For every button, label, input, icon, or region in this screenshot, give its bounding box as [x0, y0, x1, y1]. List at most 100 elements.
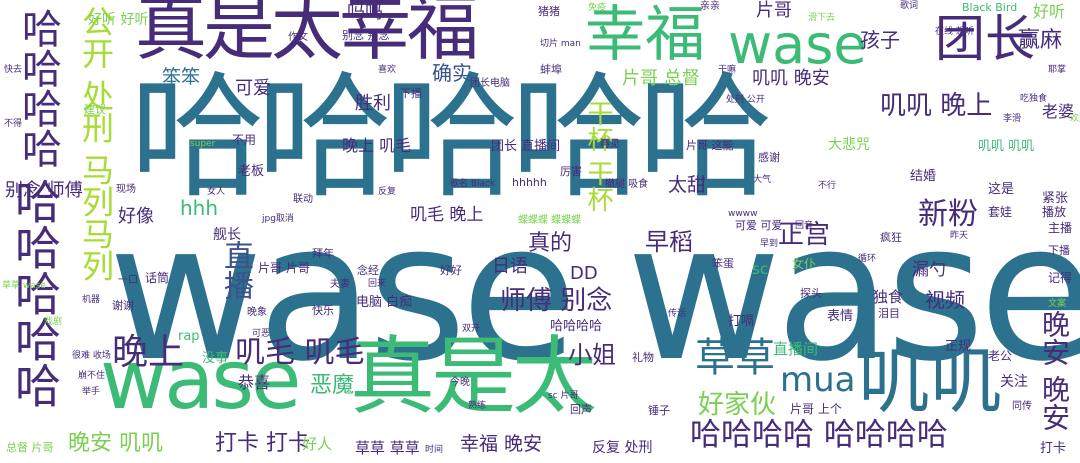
- word-zuotian: 昨天: [950, 231, 969, 241]
- word-kuaiqu: 快去: [4, 65, 23, 75]
- word-emo: 恶魔: [310, 373, 355, 398]
- word-hahaha-vertical: 哈哈哈哈哈: [8, 178, 62, 408]
- word-wanan: 晚安 晚安: [1038, 310, 1071, 431]
- word-zhenshitai: 真是太: [350, 328, 597, 427]
- word-shuangkai: 双开: [462, 324, 481, 334]
- word-daka-daka: 打卡 打卡: [215, 431, 310, 456]
- word-chidushi: 吃独食: [1020, 94, 1048, 104]
- word-haoting-haoting: 好听 好听: [88, 12, 149, 28]
- word-leimu: 泪目: [878, 307, 900, 320]
- word-gongkai-chuxing: 公开 处刑 马列马列: [77, 5, 115, 282]
- word-fengkuang: 疯狂: [880, 231, 902, 244]
- word-xiju: 戏剧: [44, 317, 63, 327]
- word-zhubo: 主播: [1048, 221, 1073, 235]
- word-jianyi: 建议: [84, 103, 106, 116]
- word-xingfu-wanan: 幸福 晚安: [460, 433, 543, 455]
- word-laoban: 老板: [238, 164, 265, 179]
- word-piange-shangge: 片哥 上个: [790, 402, 842, 416]
- word-xingfu: 幸福: [585, 0, 705, 70]
- word-zaijian: 再见: [600, 139, 620, 150]
- word-dage: 打嗝: [728, 314, 755, 329]
- word-zhuzhu: 猪猪: [538, 5, 560, 18]
- word-geci: 歌词: [900, 1, 919, 11]
- word-caocao: 草草: [695, 335, 775, 381]
- word-meishi: 没事: [202, 351, 229, 366]
- word-jpg: jpg取消: [262, 214, 294, 224]
- word-liandong: 联动: [293, 194, 313, 205]
- word-nvpu: 女仆: [792, 257, 817, 271]
- word-jiqi: 机器: [82, 295, 101, 305]
- word-jinwan: 今晚: [450, 377, 470, 388]
- word-piange-zhenen: 片哥 这能: [686, 139, 734, 152]
- word-zuowen: 作文: [288, 32, 308, 43]
- word-bude: 不得: [4, 119, 23, 129]
- word-xiabo: 下播: [400, 87, 422, 100]
- word-bainian: 拜年: [312, 247, 334, 260]
- word-chuizi: 锤子: [648, 404, 670, 417]
- word-laogong: 老公: [988, 349, 1013, 363]
- word-jianzhang: 舰长: [213, 227, 241, 243]
- word-tongchuan: 同传: [1012, 401, 1032, 412]
- word-bienian-shifu: 别念 师傅: [5, 180, 83, 201]
- word-buyong: 不用: [232, 133, 257, 147]
- word-shipin: 视频: [925, 288, 965, 312]
- word-zhenggong: 正宫: [778, 220, 831, 250]
- word-jiji-wanshang: 叽叽 晚上: [880, 91, 993, 121]
- word-biaoqing: 表情: [827, 309, 854, 324]
- word-xiabo-2: 下播: [1048, 244, 1070, 257]
- word-laopo: 老婆: [1042, 102, 1075, 121]
- word-zheshi: 这是: [988, 182, 1015, 197]
- word-zhibo: 直播: [218, 240, 253, 300]
- word-huatong: 话筒: [145, 271, 170, 285]
- word-rap: rap: [178, 329, 200, 344]
- word-haoren: 好人: [302, 435, 333, 453]
- word-bengbuzhu: 崩不住: [78, 371, 106, 381]
- word-fanfu-chuxing: 反复 处刑: [592, 440, 653, 456]
- word-bendan: 笨蛋: [712, 257, 734, 270]
- word-xinfen: 新粉: [918, 197, 978, 232]
- word-xihuan: 喜欢: [378, 65, 397, 75]
- word-wase-green: wase: [100, 333, 301, 428]
- word-diannao-baichi: 电脑 白痴: [356, 295, 413, 310]
- word-dushi: 独食: [873, 288, 904, 306]
- word-ganma: 干嘛: [718, 65, 737, 75]
- word-bofang: 播放: [1042, 205, 1067, 219]
- word-henna-shouchang: 很难 收场: [72, 351, 111, 361]
- word-jide: 记得: [1048, 271, 1073, 285]
- word-fuqi: 夫妻: [330, 279, 350, 290]
- word-tuanzhang: 团长: [935, 10, 1035, 68]
- word-ganxie: 感谢: [758, 151, 780, 164]
- word-zaodao: 早稻: [645, 228, 693, 256]
- word-tantou: 探头: [800, 287, 822, 300]
- word-caocao-wase: 草草 wase: [2, 281, 46, 291]
- word-keai: 可爱: [235, 78, 271, 99]
- word-geming-black: 歌名 Black: [450, 179, 496, 189]
- word-queshi: 确实: [432, 61, 472, 85]
- word-super: super: [190, 139, 216, 149]
- word-taowa: 套娃: [988, 205, 1013, 219]
- word-guanzhu: 关注: [1000, 374, 1028, 390]
- word-lihai: 厉害: [560, 165, 582, 178]
- word-riyu: 日语: [492, 256, 528, 277]
- word-xianchang: 现场: [116, 184, 136, 195]
- word-shengli: 胜利: [355, 93, 391, 114]
- word-dabeizhou: 大悲咒: [828, 137, 870, 153]
- word-zaodao-2: 早到: [760, 239, 779, 249]
- word-shijian: 时间: [425, 445, 444, 455]
- word-zhenshitai-xingfu: 真是太幸福: [135, 0, 479, 70]
- word-xiaojie: 小姐: [568, 341, 616, 369]
- word-huanying: 欢迎: [1070, 114, 1080, 124]
- word-blackbird: Black Bird: [962, 1, 1018, 14]
- word-piange-piange: 片哥 片哥: [258, 261, 310, 275]
- word-jiehun: 结婚: [910, 169, 937, 184]
- word-qinqin: 亲亲: [700, 1, 720, 12]
- word-mua: mua: [780, 360, 856, 400]
- word-hahaha-tiny: 哈哈哈哈哈: [530, 320, 535, 321]
- word-jinzhang: 紧张: [1042, 191, 1069, 206]
- word-hahaha-vertical-2: 哈哈哈哈: [15, 8, 61, 168]
- word-piange-zongdu: 片哥 总督: [622, 68, 700, 89]
- word-wenan: 文案: [1048, 299, 1067, 309]
- word-jimao: 叽毛 叽毛: [235, 335, 365, 370]
- word-chuanhua: 传话: [668, 309, 687, 319]
- word-jimao-wanshang: 叽毛 晚上: [410, 205, 484, 225]
